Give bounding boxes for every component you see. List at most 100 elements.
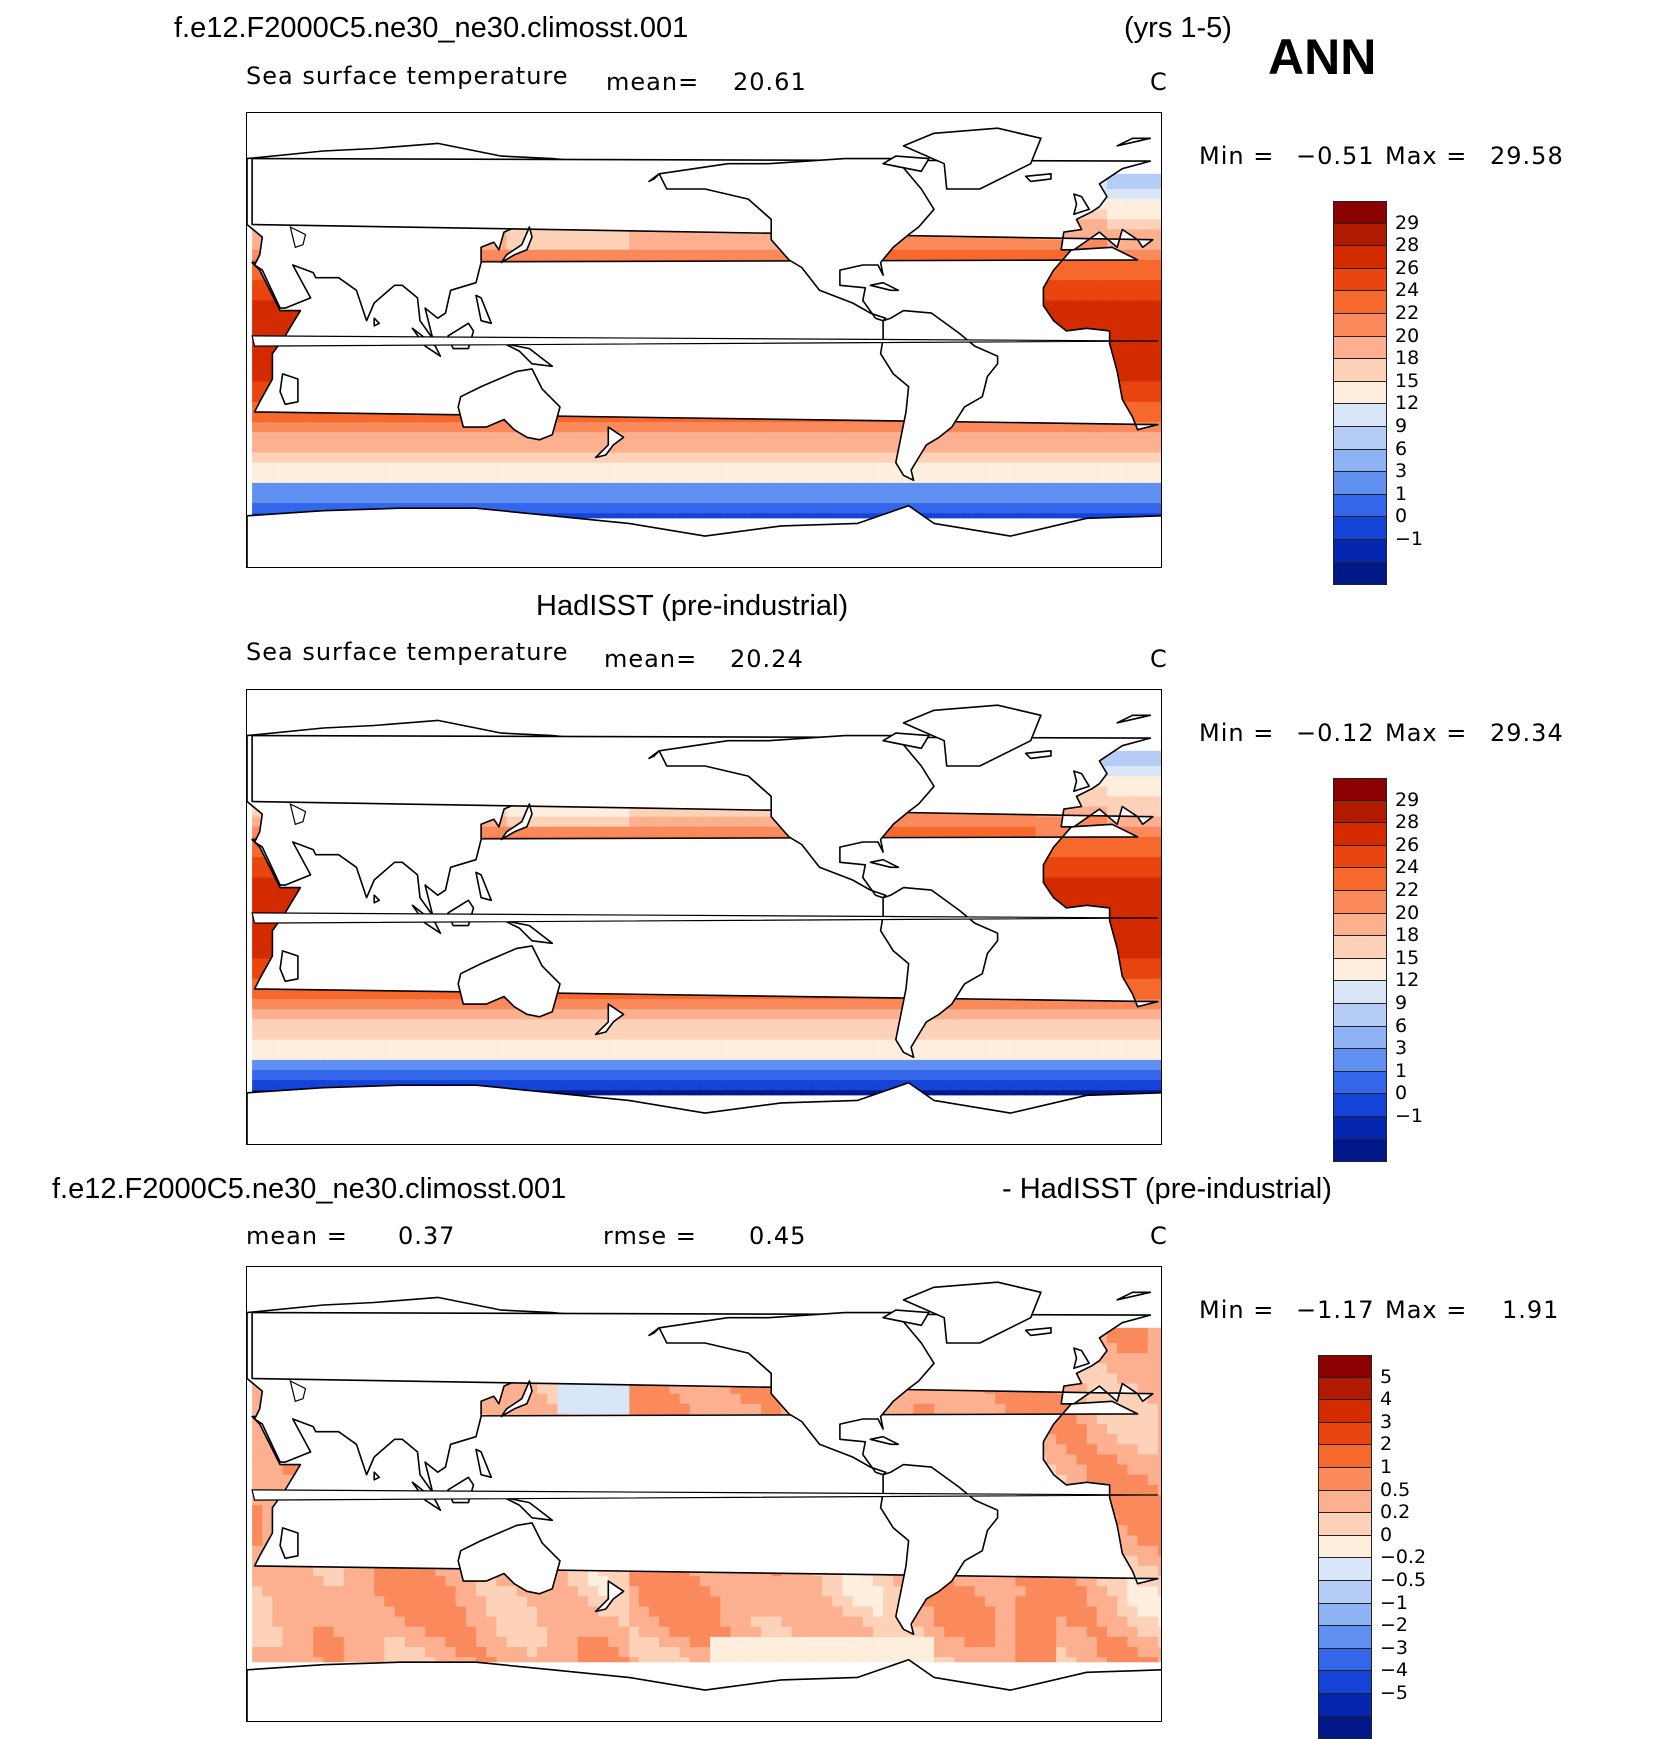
years-label: (yrs 1-5) — [1124, 14, 1232, 43]
panel1-variable: Sea surface temperature — [246, 64, 569, 88]
colorbar-label: 0.5 — [1380, 1481, 1410, 1500]
landmass-madagascar — [280, 951, 298, 981]
landmass-antarctica — [247, 1660, 1162, 1722]
colorbar-swatch — [1318, 1717, 1372, 1739]
colorbar-label: −0.2 — [1380, 1548, 1426, 1567]
colorbar-swatch — [1318, 1581, 1372, 1604]
colorbar-swatch — [1333, 540, 1387, 563]
colorbar-swatch — [1318, 1445, 1372, 1468]
colorbar-swatch — [1333, 269, 1387, 292]
colorbar-swatch — [1333, 517, 1387, 540]
colorbar-swatch — [1318, 1378, 1372, 1401]
colorbar-label: 3 — [1380, 1413, 1392, 1432]
colorbar-swatch — [1318, 1558, 1372, 1581]
colorbar-swatch — [1318, 1604, 1372, 1627]
colorbar-swatch — [1318, 1355, 1372, 1378]
diff-rmse-label: rmse = — [603, 1224, 697, 1248]
season-label: ANN — [1268, 32, 1376, 82]
colorbar-swatch — [1318, 1491, 1372, 1514]
colorbar-label: 18 — [1395, 349, 1419, 368]
colorbar-swatch — [1318, 1694, 1372, 1717]
diff-title-left: f.e12.F2000C5.ne30_ne30.climosst.001 — [52, 1175, 566, 1204]
panel2-min-label: Min = — [1199, 721, 1274, 745]
colorbar-label: 0.2 — [1380, 1503, 1410, 1522]
colorbar-label: 28 — [1395, 813, 1419, 832]
colorbar-swatch — [1333, 450, 1387, 473]
colorbar-label: 24 — [1395, 858, 1419, 877]
colorbar-swatch — [1333, 201, 1387, 224]
colorbar-label: −1 — [1380, 1594, 1408, 1613]
colorbar-swatch — [1333, 778, 1387, 801]
colorbar-swatch — [1333, 404, 1387, 427]
panel2-min-value: −0.12 — [1296, 721, 1375, 745]
colorbar-label: −0.5 — [1380, 1571, 1426, 1590]
panel2-variable: Sea surface temperature — [246, 640, 569, 664]
colorbar-label: 29 — [1395, 214, 1419, 233]
colorbar-swatch — [1333, 382, 1387, 405]
colorbar-label: 20 — [1395, 327, 1419, 346]
colorbar-swatch — [1333, 936, 1387, 959]
colorbar-swatch — [1318, 1468, 1372, 1491]
colorbar-label: 12 — [1395, 394, 1419, 413]
panel2-max-value: 29.34 — [1490, 721, 1564, 745]
colorbar-label: 4 — [1380, 1390, 1392, 1409]
panel2-max-label: Max = — [1385, 721, 1467, 745]
colorbar-swatch — [1333, 1140, 1387, 1163]
landmass-madagascar — [280, 374, 298, 404]
colorbar-swatch — [1333, 495, 1387, 518]
diff-mean-label: mean = — [246, 1224, 348, 1248]
panel1-max-label: Max = — [1385, 144, 1467, 168]
panel1-units: C — [1150, 70, 1168, 94]
colorbar-label: 6 — [1395, 1017, 1407, 1036]
colorbar-swatch — [1333, 563, 1387, 586]
colorbar-label: 9 — [1395, 417, 1407, 436]
panel2-colorbar — [1333, 778, 1387, 1162]
colorbar-swatch — [1333, 959, 1387, 982]
colorbar-label: 18 — [1395, 926, 1419, 945]
panel1-min-value: −0.51 — [1296, 144, 1375, 168]
colorbar-label: 2 — [1380, 1435, 1392, 1454]
panel2-units: C — [1150, 647, 1168, 671]
colorbar-label: 1 — [1395, 485, 1407, 504]
diff-min-label: Min = — [1199, 1298, 1274, 1322]
diff-max-value: 1.91 — [1502, 1298, 1559, 1322]
colorbar-swatch — [1333, 1027, 1387, 1050]
colorbar-label: −1 — [1395, 530, 1423, 549]
panel1-min-label: Min = — [1199, 144, 1274, 168]
colorbar-label: −2 — [1380, 1616, 1408, 1635]
colorbar-label: 1 — [1380, 1458, 1392, 1477]
colorbar-swatch — [1333, 1072, 1387, 1095]
colorbar-swatch — [1333, 359, 1387, 382]
colorbar-swatch — [1333, 1094, 1387, 1117]
colorbar-label: 15 — [1395, 372, 1419, 391]
diff-max-label: Max = — [1385, 1298, 1467, 1322]
colorbar-label: −5 — [1380, 1684, 1408, 1703]
colorbar-label: 0 — [1395, 507, 1407, 526]
panel1-map — [246, 112, 1162, 568]
colorbar-swatch — [1333, 427, 1387, 450]
colorbar-swatch — [1333, 823, 1387, 846]
colorbar-swatch — [1333, 891, 1387, 914]
colorbar-label: 5 — [1380, 1368, 1392, 1387]
colorbar-label: 3 — [1395, 1039, 1407, 1058]
panel2-mean-label: mean= — [604, 647, 697, 671]
colorbar-swatch — [1333, 314, 1387, 337]
diff-rmse-value: 0.45 — [749, 1224, 806, 1248]
diff-min-value: −1.17 — [1296, 1298, 1375, 1322]
colorbar-swatch — [1333, 472, 1387, 495]
colorbar-swatch — [1333, 224, 1387, 247]
diff-units: C — [1150, 1224, 1168, 1248]
colorbar-label: 28 — [1395, 236, 1419, 255]
colorbar-swatch — [1318, 1649, 1372, 1672]
colorbar-swatch — [1333, 1049, 1387, 1072]
colorbar-label: 12 — [1395, 971, 1419, 990]
colorbar-swatch — [1333, 1117, 1387, 1140]
colorbar-label: 15 — [1395, 949, 1419, 968]
colorbar-swatch — [1318, 1423, 1372, 1446]
diff-map — [246, 1266, 1162, 1722]
colorbar-label: 9 — [1395, 994, 1407, 1013]
colorbar-label: 22 — [1395, 881, 1419, 900]
colorbar-label: 26 — [1395, 259, 1419, 278]
colorbar-label: −4 — [1380, 1661, 1408, 1680]
landmass-madagascar — [280, 1528, 298, 1558]
